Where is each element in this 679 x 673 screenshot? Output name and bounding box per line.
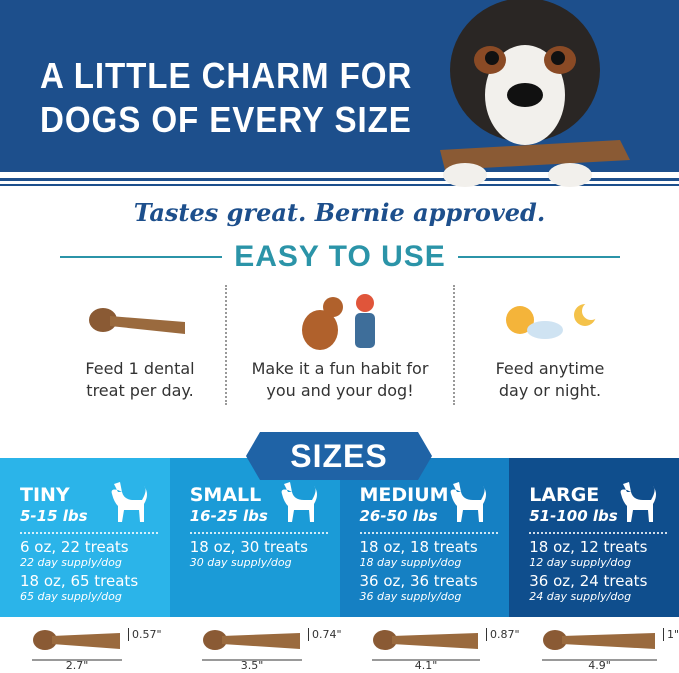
supply-text: 24 day supply/dog [529, 590, 632, 603]
dotted-divider [529, 532, 668, 534]
treat-length: 3.5" [240, 659, 264, 672]
stripe-divider [0, 184, 679, 186]
feature-feed-daily: Feed 1 dental treat per day. [30, 285, 250, 402]
dog-silhouette-icon [447, 480, 487, 528]
dental-treat-icon [202, 630, 302, 661]
headline: A LITTLE CHARM FOR DOGS OF EVERY SIZE [40, 54, 412, 142]
pack-size: 18 oz, 12 treats [529, 538, 648, 556]
pack-size: 36 oz, 24 treats [529, 572, 648, 590]
size-panel-tiny: TINY 5-15 lbs 6 oz, 22 treats 22 day supply… [0, 458, 170, 617]
supply-text: 18 day supply/dog [359, 556, 462, 569]
headline-line-1: A LITTLE CHARM FOR [40, 55, 413, 96]
supply-text: 36 day supply/dog [359, 590, 462, 603]
treat-dimensions-medium: 0.87" 4.1" [360, 620, 530, 673]
tagline: Tastes great. Bernie approved. [133, 198, 546, 227]
size-panel-small: SMALL 16-25 lbs 18 oz, 30 treats 30 day sup… [169, 458, 340, 617]
size-panel-medium: MEDIUM 26-50 lbs 18 oz, 18 treats 18 day su… [339, 458, 510, 617]
weight-range: 26-50 lbs [359, 507, 438, 525]
dog-high-five-icon [230, 285, 450, 355]
dog-silhouette-icon [278, 480, 318, 528]
dental-treat-icon [32, 630, 122, 661]
supply-text: 12 day supply/dog [529, 556, 632, 569]
feature-text: you and your dog! [266, 381, 414, 400]
weight-range: 5-15 lbs [20, 507, 88, 525]
pack-size: 18 oz, 65 treats [20, 572, 139, 590]
easy-to-use-heading-row: EASY TO USE [60, 240, 620, 274]
weight-range: 51-100 lbs [529, 507, 618, 525]
pack-size: 6 oz, 22 treats [20, 538, 129, 556]
feature-text: Feed anytime [495, 359, 605, 378]
size-name: SMALL [189, 484, 262, 506]
dog-silhouette-icon [617, 480, 657, 528]
feature-text: day or night. [498, 381, 602, 400]
dental-treat-icon [372, 630, 480, 661]
sizes-heading: SIZES [246, 432, 432, 480]
treat-dimensions-tiny: 0.57" 2.7" [20, 620, 190, 673]
pack-size: 18 oz, 30 treats [189, 538, 308, 556]
size-panel-large: LARGE 51-100 lbs 18 oz, 12 treats 12 day su… [509, 458, 679, 617]
feature-text: Make it a fun habit for [251, 359, 429, 378]
stripe-divider [0, 178, 679, 181]
treat-dimensions-large: 1" 4.9" [530, 620, 679, 673]
weight-range: 16-25 lbs [189, 507, 268, 525]
treat-height: 0.74" [308, 628, 342, 641]
dog-silhouette-icon [108, 480, 148, 528]
feature-anytime: Feed anytime day or night. [440, 285, 660, 402]
pack-size: 18 oz, 18 treats [359, 538, 478, 556]
dotted-divider [453, 285, 455, 405]
dental-treat-icon [30, 285, 250, 355]
dental-treat-icon [542, 630, 657, 661]
feature-fun-habit: Make it a fun habit for you and your dog! [230, 285, 450, 402]
supply-text: 30 day supply/dog [189, 556, 292, 569]
size-name: MEDIUM [359, 484, 449, 506]
size-panels: TINY 5-15 lbs 6 oz, 22 treats 22 day supply… [0, 458, 679, 617]
dotted-divider [20, 532, 158, 534]
dotted-divider [225, 285, 227, 405]
treat-length: 4.1" [414, 659, 438, 672]
feature-text: treat per day. [86, 381, 194, 400]
treat-height: 0.87" [486, 628, 520, 641]
size-name: LARGE [529, 484, 600, 506]
easy-to-use-heading: EASY TO USE [234, 240, 446, 273]
size-name: TINY [20, 484, 70, 506]
divider-line [60, 256, 223, 258]
treat-height: 1" [663, 628, 679, 641]
headline-line-2: DOGS OF EVERY SIZE [40, 99, 412, 140]
sun-moon-icon [440, 285, 660, 355]
bernese-dog-illustration [440, 0, 630, 187]
divider-line [457, 256, 620, 258]
treat-dimensions-small: 0.74" 3.5" [190, 620, 360, 673]
treat-height: 0.57" [128, 628, 162, 641]
feature-text: Feed 1 dental [85, 359, 195, 378]
treat-length: 4.9" [588, 659, 611, 672]
pack-size: 36 oz, 36 treats [359, 572, 478, 590]
dotted-divider [189, 532, 328, 534]
dotted-divider [359, 532, 498, 534]
supply-text: 65 day supply/dog [20, 590, 122, 603]
treat-length: 2.7" [65, 659, 89, 672]
supply-text: 22 day supply/dog [20, 556, 122, 569]
